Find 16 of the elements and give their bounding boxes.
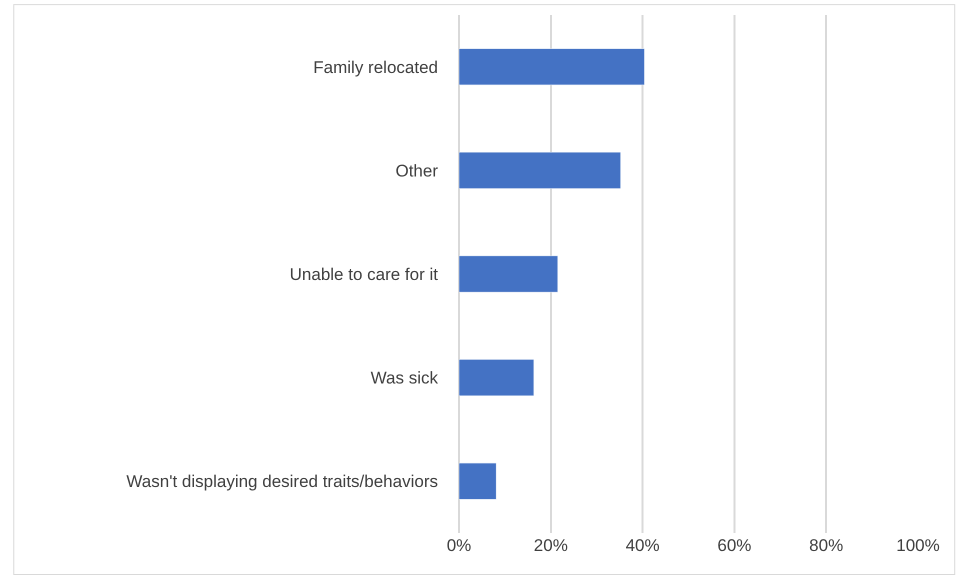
x-tick-label: 80% — [809, 536, 844, 555]
y-tick-label: Wasn't displaying desired traits/behaviors — [126, 472, 438, 492]
bar — [459, 359, 534, 396]
bar — [459, 48, 645, 86]
y-tick-label: Was sick — [370, 368, 438, 388]
y-tick-label: Other — [395, 161, 438, 180]
bar — [459, 152, 621, 189]
x-tick-label: 20% — [534, 536, 568, 555]
bar — [459, 462, 496, 500]
x-tick-label: 60% — [717, 536, 752, 555]
x-tick-label: 100% — [896, 536, 940, 555]
y-tick-label: Family relocated — [313, 58, 438, 77]
y-tick-label: Unable to care for it — [290, 264, 438, 284]
x-tick-label: 40% — [626, 536, 660, 555]
bar — [459, 256, 558, 292]
x-tick-label: 0% — [446, 536, 472, 555]
